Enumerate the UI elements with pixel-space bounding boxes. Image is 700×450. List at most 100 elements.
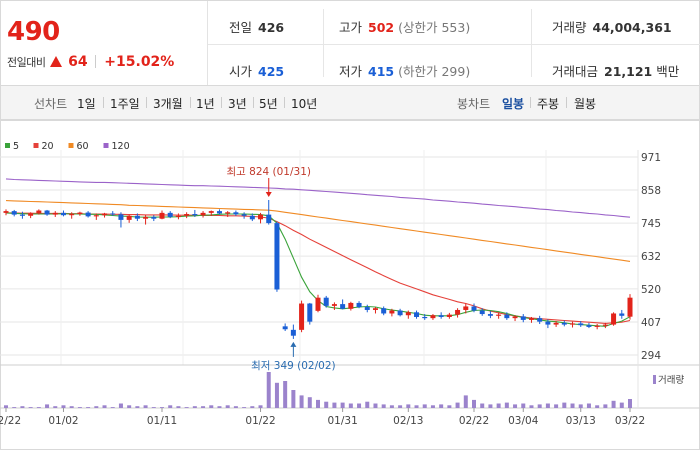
toolbar-divider	[566, 97, 567, 108]
change-divider	[95, 55, 97, 68]
volume-bar	[77, 407, 82, 408]
candle-body	[69, 214, 75, 216]
candle-body	[381, 308, 387, 314]
volume-bar	[28, 407, 33, 408]
candle-body	[561, 322, 567, 325]
volume-bar	[53, 406, 58, 408]
legend-swatch-ma5	[5, 143, 10, 148]
candle-body	[422, 316, 428, 319]
volume-bar	[586, 403, 591, 408]
volume-bar	[20, 406, 25, 408]
chart-annotations: 최고 824 (01/31) 최저 349 (02/02)	[226, 166, 335, 372]
volume-bar	[545, 403, 550, 408]
candle-body	[241, 214, 247, 216]
stats-row-divider	[208, 44, 700, 45]
volume-bar	[176, 406, 181, 408]
candle-body	[315, 297, 321, 311]
candle-body	[602, 324, 608, 326]
candle-daily[interactable]: 일봉	[502, 97, 525, 111]
volume-bar	[299, 395, 304, 408]
candle-body	[528, 318, 534, 320]
volume-bar	[332, 402, 337, 408]
period-3m[interactable]: 3개월	[153, 97, 183, 111]
candle-body	[512, 316, 518, 319]
chart-period-toolbar: 선차트 1일 1주일 3개월 1년 3년 5년 10년 봉차트 일봉 주봉 월봉	[0, 86, 700, 120]
candle-body	[143, 216, 149, 219]
candle-monthly[interactable]: 월봉	[574, 97, 597, 111]
current-price: 490	[7, 17, 60, 47]
max-arrow-icon	[265, 191, 272, 197]
volume-bar	[472, 399, 476, 408]
x-tick-label: 02/13	[393, 415, 423, 427]
current-price-block: 490 전일대비 64 +15.02%	[1, 1, 208, 85]
candle-body	[19, 214, 25, 216]
volume-bar	[94, 406, 99, 408]
volume-bar	[151, 407, 156, 408]
open-value: 425	[258, 64, 285, 79]
candle-body	[619, 313, 625, 316]
volume-bar	[348, 403, 353, 408]
candle-chart-label: 봉차트	[457, 97, 491, 111]
candle-body	[430, 315, 436, 319]
candle-body	[258, 214, 264, 220]
candle-body	[463, 306, 469, 310]
volume-bar	[324, 401, 329, 408]
amount-unit: 백만	[656, 64, 680, 79]
period-3y[interactable]: 3년	[228, 97, 247, 111]
volume-bar	[628, 399, 632, 408]
price-summary-panel: 490 전일대비 64 +15.02% 전일 426 고가 502 (상한가 553)…	[0, 0, 700, 86]
max-annotation: 최고 824 (01/31)	[226, 166, 311, 178]
toolbar-divider	[190, 97, 191, 108]
x-tick-label: 01/11	[147, 415, 177, 427]
candle-body	[225, 212, 231, 214]
change-amount: 64	[68, 54, 88, 70]
candle-body	[537, 318, 543, 322]
x-tick-label: 03/22	[615, 415, 645, 427]
candle-body	[594, 325, 600, 327]
candle-body	[611, 313, 617, 325]
open-stat: 시가 425	[229, 61, 284, 80]
candle-body	[200, 212, 206, 216]
toolbar-divider	[253, 97, 254, 108]
open-label: 시가	[229, 64, 253, 79]
candle-body	[151, 216, 157, 219]
period-1w[interactable]: 1주일	[110, 97, 140, 111]
candle-body	[340, 304, 346, 309]
candle-body	[159, 212, 165, 219]
y-tick-label: 745	[641, 218, 661, 230]
legend-label-ma60: 60	[77, 141, 89, 152]
volume-bar	[307, 397, 312, 408]
toolbar-divider	[221, 97, 222, 108]
y-tick-label: 520	[641, 284, 661, 296]
volume-bar	[184, 407, 189, 408]
candle-body	[60, 212, 66, 216]
volume-bar	[578, 404, 583, 408]
volume-bar	[209, 405, 214, 408]
legend-swatch-ma60	[68, 143, 74, 148]
volume-bar	[102, 405, 107, 408]
prev-close-stat: 전일 426	[229, 17, 284, 36]
high-label: 고가	[339, 20, 363, 35]
volume-bar	[595, 405, 600, 408]
period-5y[interactable]: 5년	[259, 97, 278, 111]
period-1y[interactable]: 1년	[196, 97, 215, 111]
volume-bar	[225, 405, 230, 408]
legend-swatch-ma20	[33, 143, 39, 148]
y-tick-label: 407	[641, 317, 661, 329]
candle-body	[438, 315, 444, 317]
candle-body	[175, 215, 181, 217]
candle-body	[28, 213, 34, 216]
volume-bar	[529, 405, 534, 408]
period-10y[interactable]: 10년	[291, 97, 318, 111]
candle-body	[184, 214, 190, 216]
volume-bar	[554, 404, 559, 408]
volume-bar	[201, 406, 206, 408]
candle-body	[553, 322, 559, 325]
volume-bar	[357, 403, 362, 408]
toolbar-divider	[146, 97, 147, 108]
candle-body	[545, 321, 551, 325]
candle-body	[102, 213, 108, 216]
period-1d[interactable]: 1일	[77, 97, 96, 111]
x-tick-label: 12/22	[0, 415, 21, 427]
candle-weekly[interactable]: 주봉	[537, 97, 560, 111]
